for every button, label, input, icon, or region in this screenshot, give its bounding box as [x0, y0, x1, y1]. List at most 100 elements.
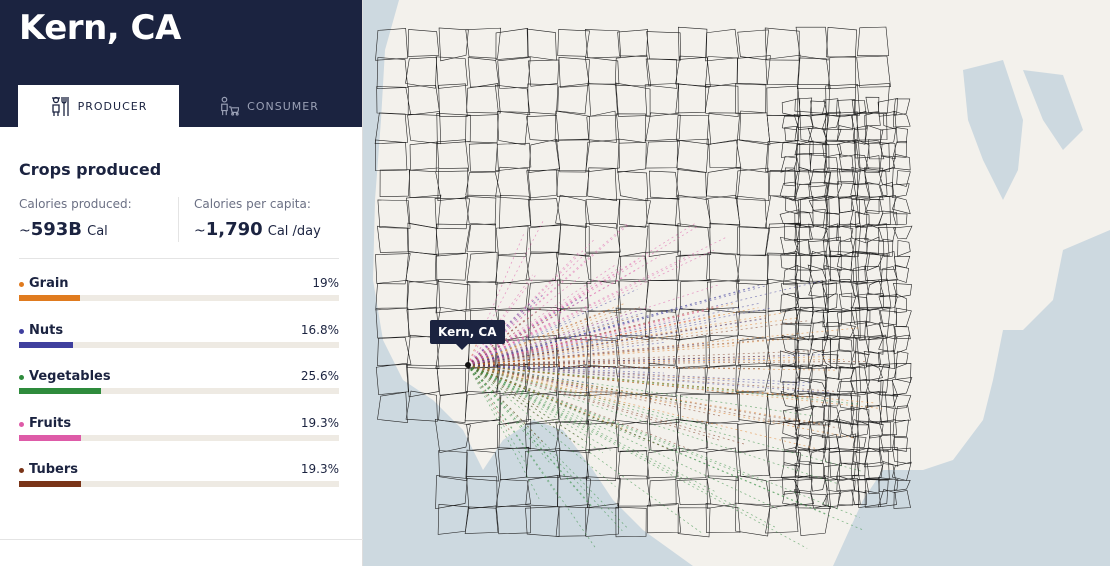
county-border [864, 447, 882, 468]
county-border [675, 308, 711, 340]
crop-flow-line [467, 343, 520, 366]
county-border [675, 55, 711, 87]
county-border [794, 212, 815, 228]
us-county-map[interactable] [363, 0, 1110, 566]
county-border [379, 169, 411, 198]
county-border [809, 141, 827, 157]
county-border [557, 224, 590, 256]
crop-row-grain[interactable]: Grain 19% [19, 276, 339, 306]
county-border [525, 506, 560, 537]
county-border [708, 393, 740, 425]
county-border [706, 475, 737, 509]
legend-dot [19, 282, 24, 287]
crop-flow-line [467, 364, 629, 432]
crop-percent: 16.8% [300, 322, 339, 337]
county-border [794, 434, 812, 452]
county-border [794, 421, 811, 440]
county-border [494, 84, 531, 116]
county-border [435, 139, 470, 173]
county-border [837, 366, 856, 380]
county-border [879, 155, 896, 172]
county-border [828, 196, 860, 229]
county-border [799, 196, 829, 228]
county-border [835, 408, 855, 425]
county-border [649, 392, 680, 426]
crop-flow-line [467, 307, 772, 366]
county-border [883, 238, 894, 257]
county-border [437, 167, 469, 201]
county-border [706, 166, 742, 199]
county-border [849, 223, 867, 244]
county-border [765, 502, 799, 534]
county-border [797, 324, 812, 341]
county-border [525, 335, 557, 369]
county-border [586, 280, 622, 313]
county-border [823, 322, 839, 342]
calories-produced-stat: Calories produced: ~593B Cal [19, 197, 132, 240]
calories-per-capita-label: Calories per capita: [194, 197, 311, 211]
stat-divider [178, 197, 179, 242]
tab-consumer[interactable]: CONSUMER [179, 85, 359, 127]
county-border [839, 462, 856, 482]
crop-flow-line [467, 249, 714, 366]
county-border [836, 181, 857, 200]
kern-county-marker[interactable] [465, 362, 471, 368]
county-border [894, 405, 911, 421]
crop-flow-line [467, 312, 785, 366]
crop-flow-line [467, 306, 641, 366]
crop-flow-line [467, 364, 762, 369]
legend-dot [19, 328, 24, 334]
county-border [735, 167, 770, 201]
crop-flow-line [467, 344, 548, 366]
county-border [785, 196, 798, 215]
crop-flow-line [467, 364, 609, 368]
crop-bar-fill [19, 388, 101, 394]
county-border [706, 252, 740, 282]
crop-row-vegetables[interactable]: Vegetables 25.6% [19, 369, 339, 399]
tab-producer[interactable]: PRODUCER [18, 85, 179, 127]
crop-flow-line [467, 364, 875, 404]
crop-flow-line [467, 364, 734, 380]
county-border [465, 27, 502, 59]
county-border [735, 502, 771, 537]
crop-name: Tubers [29, 462, 78, 477]
county-border [466, 83, 501, 114]
county-border [879, 310, 897, 328]
county-border [809, 364, 827, 381]
county-border [438, 391, 468, 423]
county-border [374, 112, 408, 145]
approx-symbol: ~ [19, 223, 31, 239]
sidebar-header: Kern, CA PRODUCER CONSUMER [0, 0, 362, 127]
county-border [435, 475, 468, 510]
county-border [807, 264, 827, 285]
county-border [526, 115, 560, 142]
crop-flow-lines [467, 219, 883, 549]
county-border [783, 264, 799, 286]
county-border [794, 269, 812, 282]
crop-row-fruits[interactable]: Fruits 19.3% [19, 416, 339, 446]
county-border [866, 209, 884, 226]
county-border [809, 182, 828, 201]
county-border [525, 448, 560, 478]
county-border [822, 447, 842, 466]
county-border [868, 336, 884, 355]
crop-row-nuts[interactable]: Nuts 16.8% [19, 323, 339, 353]
county-border [829, 250, 860, 283]
crop-flow-line [467, 320, 718, 366]
county-border [879, 434, 895, 453]
county-border [851, 391, 869, 411]
county-border [736, 226, 771, 257]
county-border [825, 366, 858, 397]
crop-row-tubers[interactable]: Tubers 19.3% [19, 462, 339, 492]
county-border [837, 490, 854, 506]
county-border [765, 141, 801, 172]
county-border [850, 182, 871, 198]
county-border [438, 83, 468, 117]
crop-flow-line [467, 364, 815, 417]
county-border [526, 169, 559, 199]
county-border [781, 98, 801, 118]
crop-bar-fill [19, 295, 80, 301]
county-border [892, 283, 912, 298]
county-border [586, 309, 620, 340]
crop-flow-line [467, 364, 716, 493]
